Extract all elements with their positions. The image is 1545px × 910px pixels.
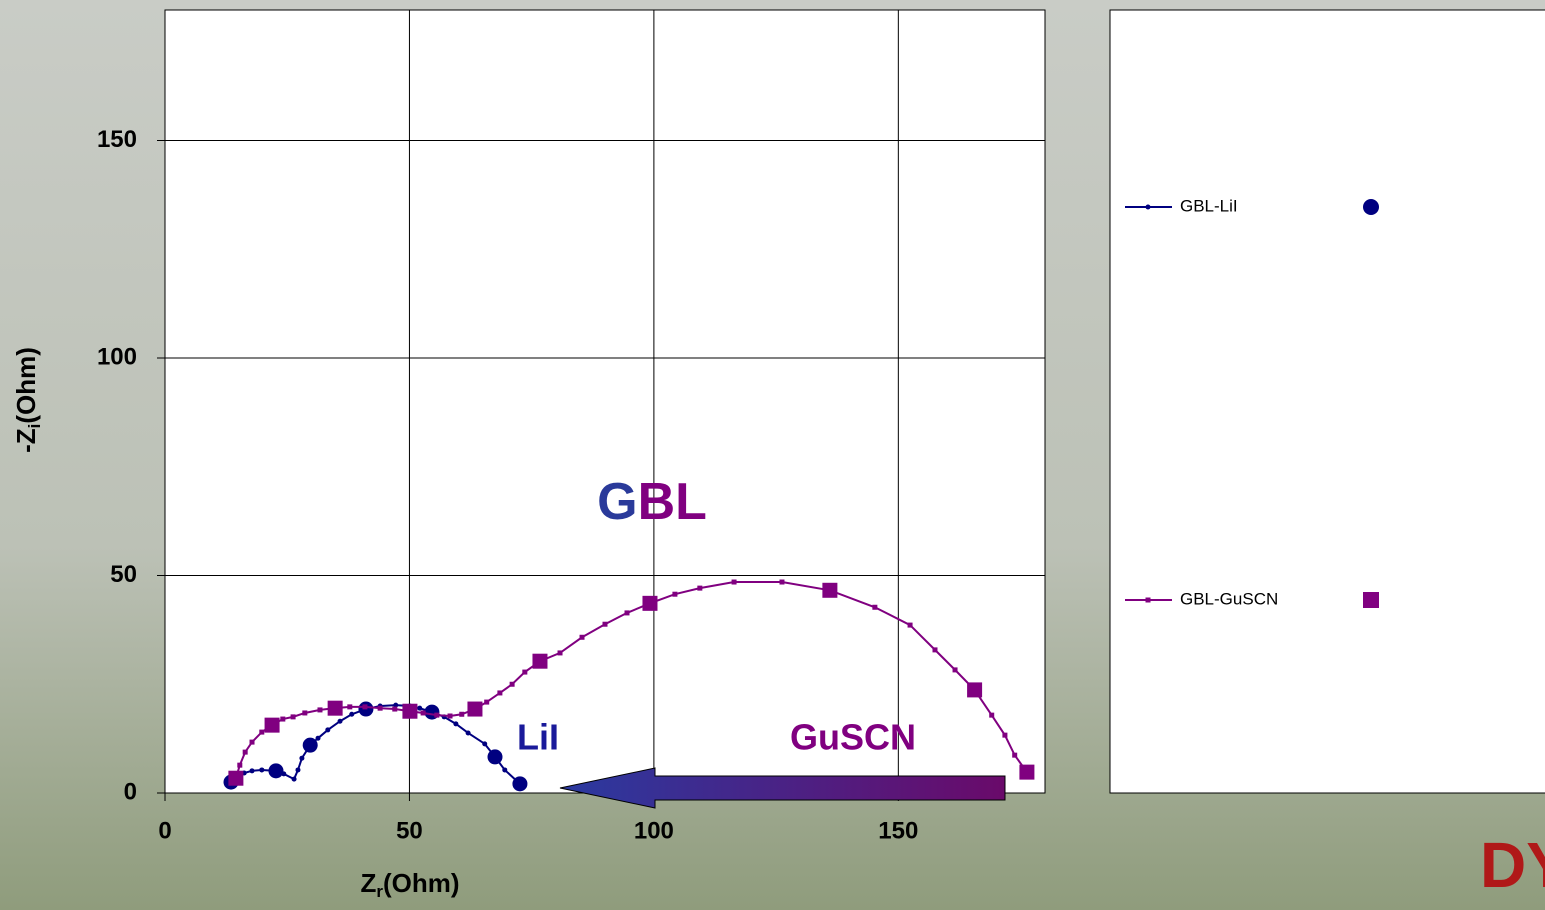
legend-big-marker: [1363, 592, 1379, 608]
big-marker: [268, 763, 284, 779]
logo: DYE: [1480, 829, 1545, 901]
point: [237, 762, 243, 768]
point: [377, 705, 383, 711]
point: [259, 767, 265, 773]
point: [242, 749, 248, 755]
big-marker: [1019, 764, 1035, 780]
x-tick-label: 50: [396, 817, 423, 844]
point: [932, 647, 938, 653]
point: [420, 710, 426, 716]
point: [417, 705, 423, 711]
point: [281, 771, 287, 777]
big-marker: [487, 749, 503, 765]
big-marker: [228, 770, 244, 786]
point: [579, 634, 585, 640]
point: [502, 767, 508, 773]
point: [280, 716, 286, 722]
point: [624, 610, 630, 616]
point: [434, 712, 440, 718]
big-marker: [532, 653, 548, 669]
point: [482, 741, 488, 747]
point: [602, 621, 608, 627]
point: [1002, 732, 1008, 738]
y-tick-label: 150: [97, 126, 137, 153]
legend-big-marker: [1363, 199, 1379, 215]
annotation-lii: LiI: [517, 717, 559, 758]
big-marker: [967, 682, 983, 698]
point: [393, 702, 399, 708]
point: [317, 707, 323, 713]
point: [392, 706, 398, 712]
point: [779, 579, 785, 585]
point: [459, 711, 465, 717]
big-marker: [302, 737, 318, 753]
y-axis-title: -Zi(Ohm): [11, 347, 45, 453]
point: [731, 579, 737, 585]
legend-marker: [1145, 204, 1151, 210]
legend-label: GBL-LiI: [1180, 196, 1238, 215]
point: [349, 711, 355, 717]
point: [497, 690, 503, 696]
point: [290, 714, 296, 720]
y-tick-label: 100: [97, 343, 137, 370]
point: [291, 776, 297, 782]
point: [447, 713, 453, 719]
big-marker: [642, 595, 658, 611]
point: [337, 718, 343, 724]
point: [325, 727, 331, 733]
big-marker: [402, 703, 418, 719]
point: [299, 755, 305, 761]
annotation-gbl: GBL: [597, 473, 707, 531]
point: [302, 710, 308, 716]
point: [347, 704, 353, 710]
x-tick-label: 100: [634, 817, 674, 844]
y-tick-label: 0: [124, 778, 137, 805]
legend-label: GBL-GuSCN: [1180, 589, 1278, 608]
point: [672, 591, 678, 597]
x-tick-label: 150: [878, 817, 918, 844]
point: [362, 704, 368, 710]
point: [1012, 752, 1018, 758]
point: [453, 721, 459, 727]
point: [952, 667, 958, 673]
legend-box: [1109, 9, 1545, 794]
point: [259, 729, 265, 735]
point: [872, 604, 878, 610]
x-tick-label: 0: [158, 817, 171, 844]
point: [989, 712, 995, 718]
point: [907, 622, 913, 628]
big-marker: [467, 701, 483, 717]
big-marker: [264, 717, 280, 733]
big-marker: [512, 776, 528, 792]
point: [249, 739, 255, 745]
x-axis-title: Zr(Ohm): [360, 868, 459, 902]
point: [295, 767, 301, 773]
point: [249, 768, 255, 774]
point: [465, 730, 471, 736]
arrow: [559, 767, 1006, 809]
point: [522, 669, 528, 675]
legend-marker: [1145, 597, 1151, 603]
point: [557, 650, 563, 656]
big-marker: [822, 582, 838, 598]
point: [697, 585, 703, 591]
plot-area: [164, 9, 1046, 794]
point: [315, 735, 321, 741]
point: [484, 699, 490, 705]
big-marker: [327, 700, 343, 716]
y-tick-label: 50: [110, 561, 137, 588]
annotation-guscn: GuSCN: [790, 717, 916, 758]
point: [509, 681, 515, 687]
